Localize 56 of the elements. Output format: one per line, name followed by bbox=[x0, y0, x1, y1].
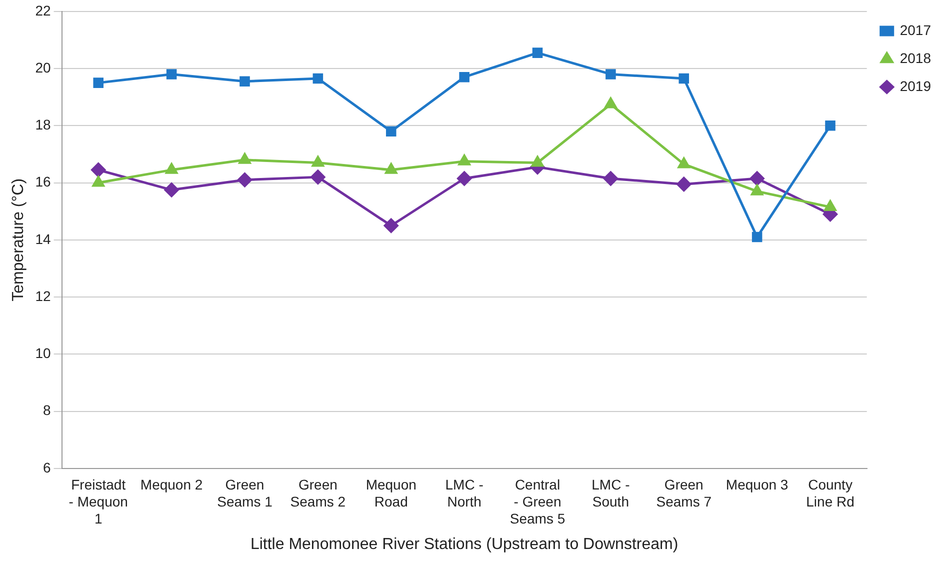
point bbox=[532, 48, 543, 58]
point bbox=[604, 97, 617, 108]
x-tick-label: Mequon 2 bbox=[140, 476, 203, 493]
point bbox=[458, 154, 470, 166]
point bbox=[752, 232, 762, 242]
legend-label: 2017 bbox=[900, 22, 932, 38]
y-tick-label: 8 bbox=[42, 402, 51, 418]
point bbox=[750, 171, 764, 186]
point bbox=[238, 153, 251, 164]
point bbox=[164, 182, 179, 198]
x-tick-label: LMC - North bbox=[445, 476, 484, 510]
point bbox=[310, 170, 326, 184]
point bbox=[166, 69, 177, 80]
point bbox=[386, 126, 396, 136]
point bbox=[824, 200, 836, 212]
y-tick-label: 20 bbox=[35, 59, 51, 76]
point bbox=[312, 156, 324, 167]
y-tick-label: 6 bbox=[42, 459, 51, 476]
point bbox=[459, 72, 470, 82]
point bbox=[678, 73, 690, 84]
point bbox=[93, 78, 104, 88]
point bbox=[751, 184, 764, 196]
x-tick-label: Central - Green Seams 5 bbox=[510, 476, 566, 526]
point bbox=[312, 73, 324, 84]
x-tick-label: Green Seams 1 bbox=[217, 476, 273, 510]
y-tick-label: 14 bbox=[35, 230, 51, 247]
x-tick-label: Mequon Road bbox=[366, 476, 416, 510]
y-tick-label: 16 bbox=[35, 174, 51, 190]
point bbox=[825, 120, 836, 131]
x-tick-label: Freistadt - Mequon 1 bbox=[68, 476, 128, 526]
x-tick-label: County Line Rd bbox=[806, 476, 854, 510]
x-tick-label: LMC - South bbox=[592, 476, 630, 510]
point bbox=[166, 163, 178, 174]
y-tick-label: 10 bbox=[35, 345, 51, 362]
point bbox=[385, 163, 398, 174]
x-tick-label: Mequon 3 bbox=[726, 476, 788, 493]
point bbox=[678, 157, 690, 168]
point bbox=[457, 171, 472, 186]
legend-label: 2018 bbox=[900, 50, 932, 66]
point bbox=[384, 218, 398, 233]
point bbox=[237, 172, 252, 188]
x-tick-label: Green Seams 2 bbox=[290, 476, 346, 510]
y-tick-label: 18 bbox=[35, 116, 51, 133]
point bbox=[603, 171, 618, 186]
point bbox=[676, 176, 692, 192]
point bbox=[606, 69, 616, 80]
point bbox=[531, 156, 544, 167]
x-axis-title: Little Menomonee River Stations (Upstream to Downstream) bbox=[250, 536, 678, 553]
x-tick-label: Green Seams 7 bbox=[656, 476, 712, 510]
y-tick-label: 22 bbox=[35, 2, 51, 18]
point bbox=[91, 162, 106, 178]
legend-label: 2019 bbox=[900, 78, 932, 94]
point bbox=[240, 76, 250, 87]
point bbox=[92, 176, 104, 187]
y-axis-title: Temperature (°C) bbox=[10, 178, 28, 302]
y-tick-label: 12 bbox=[35, 288, 51, 304]
